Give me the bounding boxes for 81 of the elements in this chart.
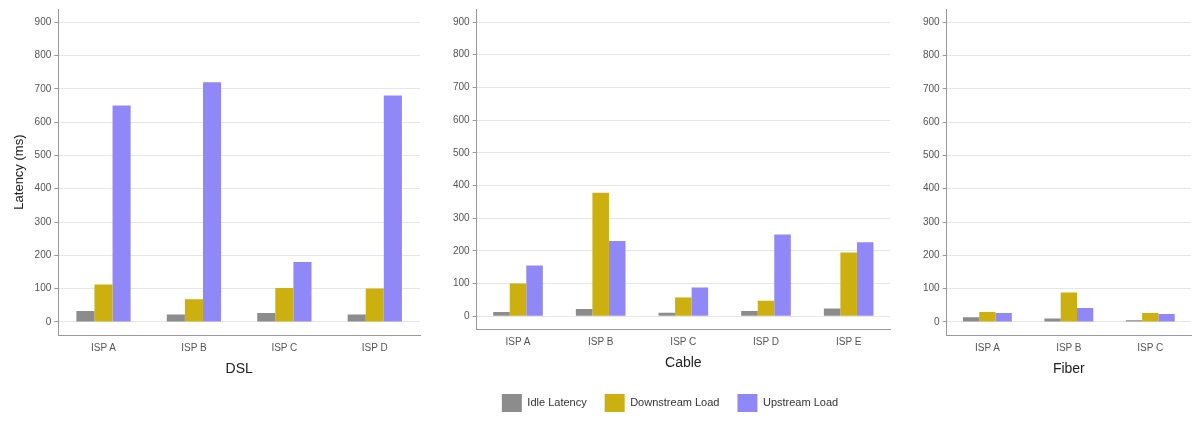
x-axis-title: Fiber [1052,360,1086,377]
x-axis-title: DSL [225,360,253,377]
y-axis-title: Latency (ms) [11,134,27,210]
y-tick-label: 800 [923,49,941,61]
y-tick-label: 200 [923,249,941,261]
y-tick-label: 600 [923,115,941,127]
x-tick-label: ISP B [1056,341,1082,353]
y-tick-label: 500 [923,149,941,161]
x-tick-label: ISP B [587,335,614,347]
y-tick-label: 0 [464,309,471,321]
bar [757,300,775,316]
x-tick-label: ISP D [753,335,779,347]
y-tick-label: 300 [34,215,52,227]
y-tick-label: 700 [34,82,52,94]
bar [691,287,709,316]
bar [275,287,294,322]
bar [592,192,609,316]
y-tick-label: 700 [453,81,471,93]
y-tick-label: 700 [923,82,941,94]
x-tick-label: ISP B [181,341,207,353]
y-tick-label: 100 [34,282,52,294]
x-tick-label: ISP D [361,341,388,353]
y-tick-label: 100 [453,277,471,289]
x-tick-label: ISP C [271,341,298,353]
bar [493,311,510,316]
y-tick-label: 300 [923,215,941,227]
bar [257,312,276,322]
bar [995,312,1012,322]
y-tick-label: 400 [34,182,52,194]
bar [365,288,384,322]
y-tick-label: 900 [453,15,471,27]
y-tick-label: 100 [923,282,941,294]
bar [1158,313,1175,322]
legend-label: Upstream Load [762,396,839,409]
y-tick-label: 400 [923,182,941,194]
bar [840,252,857,316]
x-tick-label: ISP C [1137,341,1164,353]
bar [1060,292,1077,322]
y-tick-label: 200 [453,244,471,256]
y-tick-label: 300 [453,211,471,223]
bar [1076,307,1094,322]
bar [1142,312,1159,322]
bar [823,308,841,316]
bar [675,297,692,316]
y-tick-label: 500 [34,149,52,161]
bar [979,311,996,322]
bar [112,105,131,322]
bar [202,82,222,322]
x-axis-title: Cable [665,354,702,371]
y-tick-label: 800 [453,48,471,60]
bar [608,240,626,316]
bar [383,95,402,322]
y-tick-label: 800 [34,49,52,61]
y-tick-label: 600 [453,113,471,125]
y-tick-label: 600 [34,115,52,127]
bar [658,312,676,316]
y-tick-label: 0 [934,315,941,327]
y-tick-label: 0 [45,315,52,327]
bar [94,284,113,322]
y-tick-label: 500 [453,146,471,158]
x-tick-label: ISP E [835,335,862,347]
bar [856,242,874,316]
bar [774,234,791,316]
bar [962,317,980,322]
bar [741,310,758,316]
bar [184,299,203,322]
x-tick-label: ISP A [974,341,1001,353]
y-tick-label: 200 [34,249,52,261]
legend-label: Downstream Load [630,396,720,409]
bar [526,265,543,316]
y-tick-label: 900 [34,16,52,28]
x-tick-label: ISP C [670,335,697,347]
bar [509,283,527,316]
bar [76,310,95,322]
x-tick-label: ISP A [505,335,531,347]
bar [293,261,312,322]
legend-label: Idle Latency [527,396,588,409]
y-tick-label: 900 [923,16,941,28]
x-tick-label: ISP A [91,341,117,353]
y-tick-label: 400 [453,179,471,191]
bar [575,308,593,316]
